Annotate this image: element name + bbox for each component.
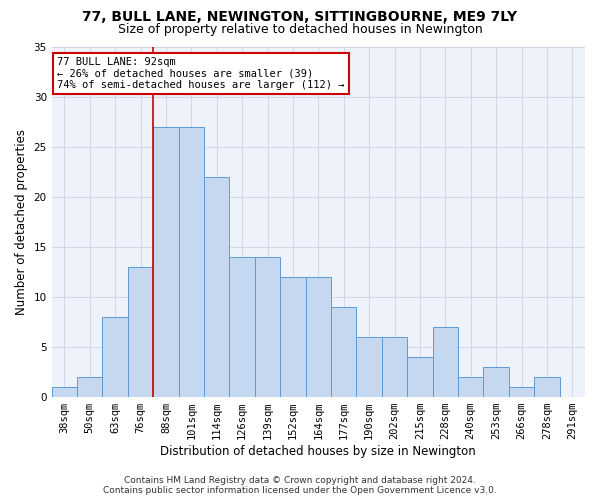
Bar xyxy=(280,276,305,396)
Text: Contains HM Land Registry data © Crown copyright and database right 2024.
Contai: Contains HM Land Registry data © Crown c… xyxy=(103,476,497,495)
X-axis label: Distribution of detached houses by size in Newington: Distribution of detached houses by size … xyxy=(160,444,476,458)
Bar xyxy=(305,276,331,396)
Bar xyxy=(433,326,458,396)
Bar xyxy=(509,386,534,396)
Y-axis label: Number of detached properties: Number of detached properties xyxy=(15,128,28,314)
Bar xyxy=(229,256,255,396)
Bar xyxy=(484,366,509,396)
Text: 77 BULL LANE: 92sqm
← 26% of detached houses are smaller (39)
74% of semi-detach: 77 BULL LANE: 92sqm ← 26% of detached ho… xyxy=(57,57,344,90)
Bar xyxy=(128,266,153,396)
Bar xyxy=(407,356,433,397)
Bar xyxy=(179,126,204,396)
Text: 77, BULL LANE, NEWINGTON, SITTINGBOURNE, ME9 7LY: 77, BULL LANE, NEWINGTON, SITTINGBOURNE,… xyxy=(82,10,518,24)
Bar xyxy=(382,336,407,396)
Bar xyxy=(204,176,229,396)
Bar xyxy=(77,376,103,396)
Bar xyxy=(331,306,356,396)
Bar xyxy=(153,126,179,396)
Text: Size of property relative to detached houses in Newington: Size of property relative to detached ho… xyxy=(118,22,482,36)
Bar xyxy=(534,376,560,396)
Bar xyxy=(356,336,382,396)
Bar xyxy=(255,256,280,396)
Bar xyxy=(103,316,128,396)
Bar xyxy=(458,376,484,396)
Bar xyxy=(52,386,77,396)
